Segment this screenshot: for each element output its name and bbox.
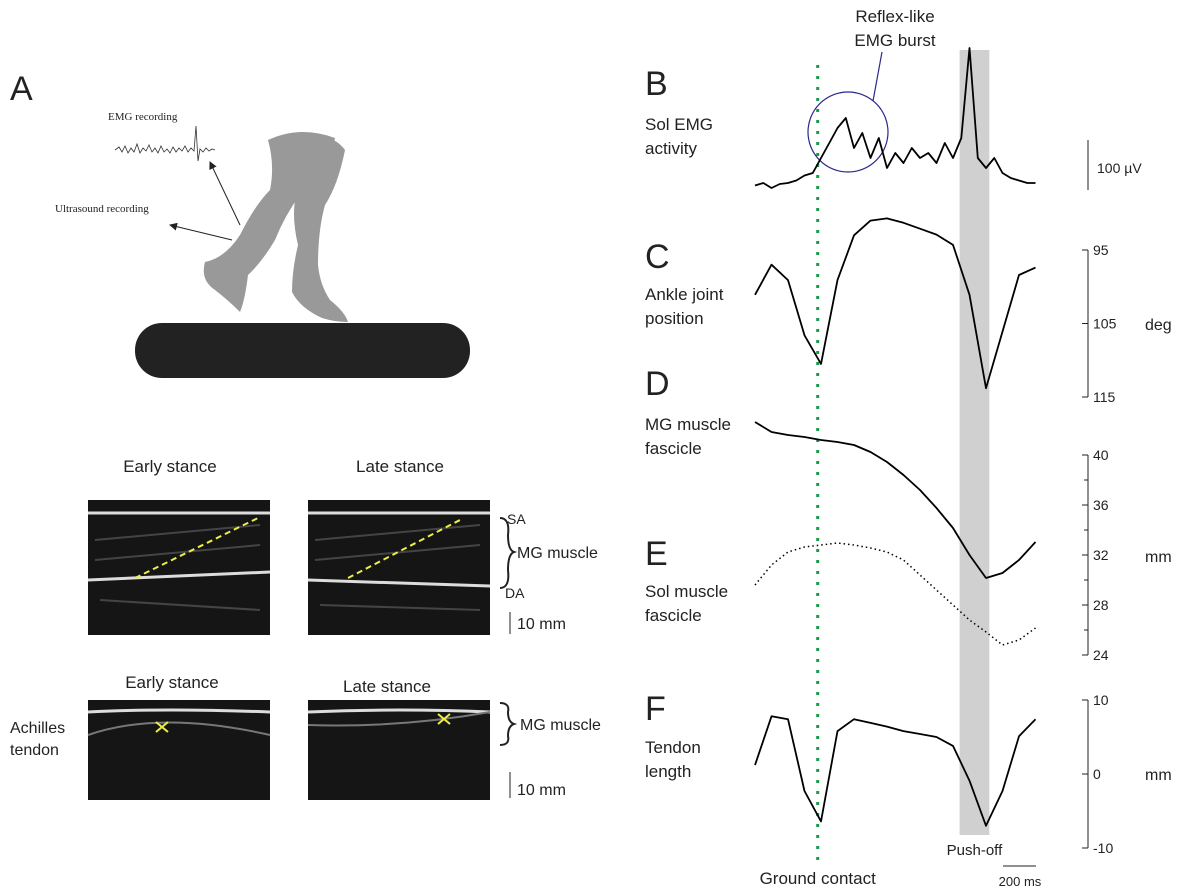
- image-title: Early stance: [125, 673, 219, 692]
- y-tick-label: 40: [1093, 447, 1109, 463]
- panel-title: Ankle joint: [645, 285, 724, 304]
- panel-title: length: [645, 762, 691, 781]
- trace: [754, 217, 1036, 390]
- panel-letter: F: [645, 690, 666, 728]
- label: MG muscle: [520, 717, 601, 734]
- y-unit: mm: [1145, 767, 1172, 784]
- arrow: [209, 161, 241, 226]
- panel-title: activity: [645, 139, 697, 158]
- y-tick-label: 28: [1093, 597, 1109, 613]
- annotation: EMG burst: [854, 31, 936, 50]
- image-title: Late stance: [356, 457, 444, 476]
- y-tick-label: 115: [1093, 389, 1116, 405]
- panel-title: Tendon: [645, 738, 701, 757]
- label: MG muscle: [517, 545, 598, 562]
- y-tick-label: 36: [1093, 497, 1109, 513]
- y-unit: deg: [1145, 317, 1172, 334]
- y-tick-label: 0: [1093, 766, 1101, 782]
- trace: [754, 421, 1037, 579]
- panel-title: fascicle: [645, 439, 702, 458]
- panel-title: MG muscle: [645, 415, 731, 434]
- brace: [499, 517, 518, 589]
- annotation-circle: [807, 91, 889, 173]
- label: DA: [505, 585, 525, 601]
- panel-letter: E: [645, 535, 668, 573]
- brace: [499, 702, 518, 746]
- panel-letter: C: [645, 238, 670, 276]
- trace: [754, 715, 1037, 827]
- panel-title: Sol muscle: [645, 582, 728, 601]
- panel-letter: B: [645, 65, 668, 103]
- label: 10 mm: [517, 782, 566, 799]
- trace: [754, 47, 1036, 189]
- label: SA: [507, 511, 526, 527]
- leg-front: [292, 136, 348, 322]
- panel-letter: A: [10, 70, 33, 108]
- emg-icon: [114, 125, 216, 162]
- y-tick-label: 95: [1093, 242, 1109, 258]
- push-off-band: [959, 50, 990, 835]
- image-title: Early stance: [123, 457, 217, 476]
- y-unit: mm: [1145, 549, 1172, 566]
- time-scale-label: 200 ms: [999, 874, 1042, 889]
- y-tick-label: 10: [1093, 692, 1109, 708]
- event-label: Push-off: [947, 842, 1003, 859]
- label: 10 mm: [517, 616, 566, 633]
- panel-letter: D: [645, 365, 670, 403]
- y-tick-label: 24: [1093, 647, 1109, 663]
- label: Achilles: [10, 720, 65, 737]
- arrow: [169, 222, 233, 241]
- panel-title: position: [645, 309, 704, 328]
- panel-title: fascicle: [645, 606, 702, 625]
- label: tendon: [10, 742, 59, 759]
- panel-title: Sol EMG: [645, 115, 713, 134]
- annotation: Reflex-like: [855, 7, 934, 26]
- y-tick-label: 32: [1093, 547, 1109, 563]
- annotation-leader: [872, 51, 883, 102]
- event-label: Ground contact: [760, 869, 877, 888]
- label: EMG recording: [108, 111, 178, 123]
- treadmill: [135, 323, 470, 378]
- ultrasound-image: [87, 500, 491, 800]
- trace: [754, 542, 1036, 646]
- y-tick-label: 105: [1093, 316, 1117, 332]
- y-tick-label: -10: [1093, 840, 1113, 856]
- label: Ultrasound recording: [55, 203, 149, 215]
- image-title: Late stance: [343, 677, 431, 696]
- scale-label: 100 µV: [1097, 160, 1142, 176]
